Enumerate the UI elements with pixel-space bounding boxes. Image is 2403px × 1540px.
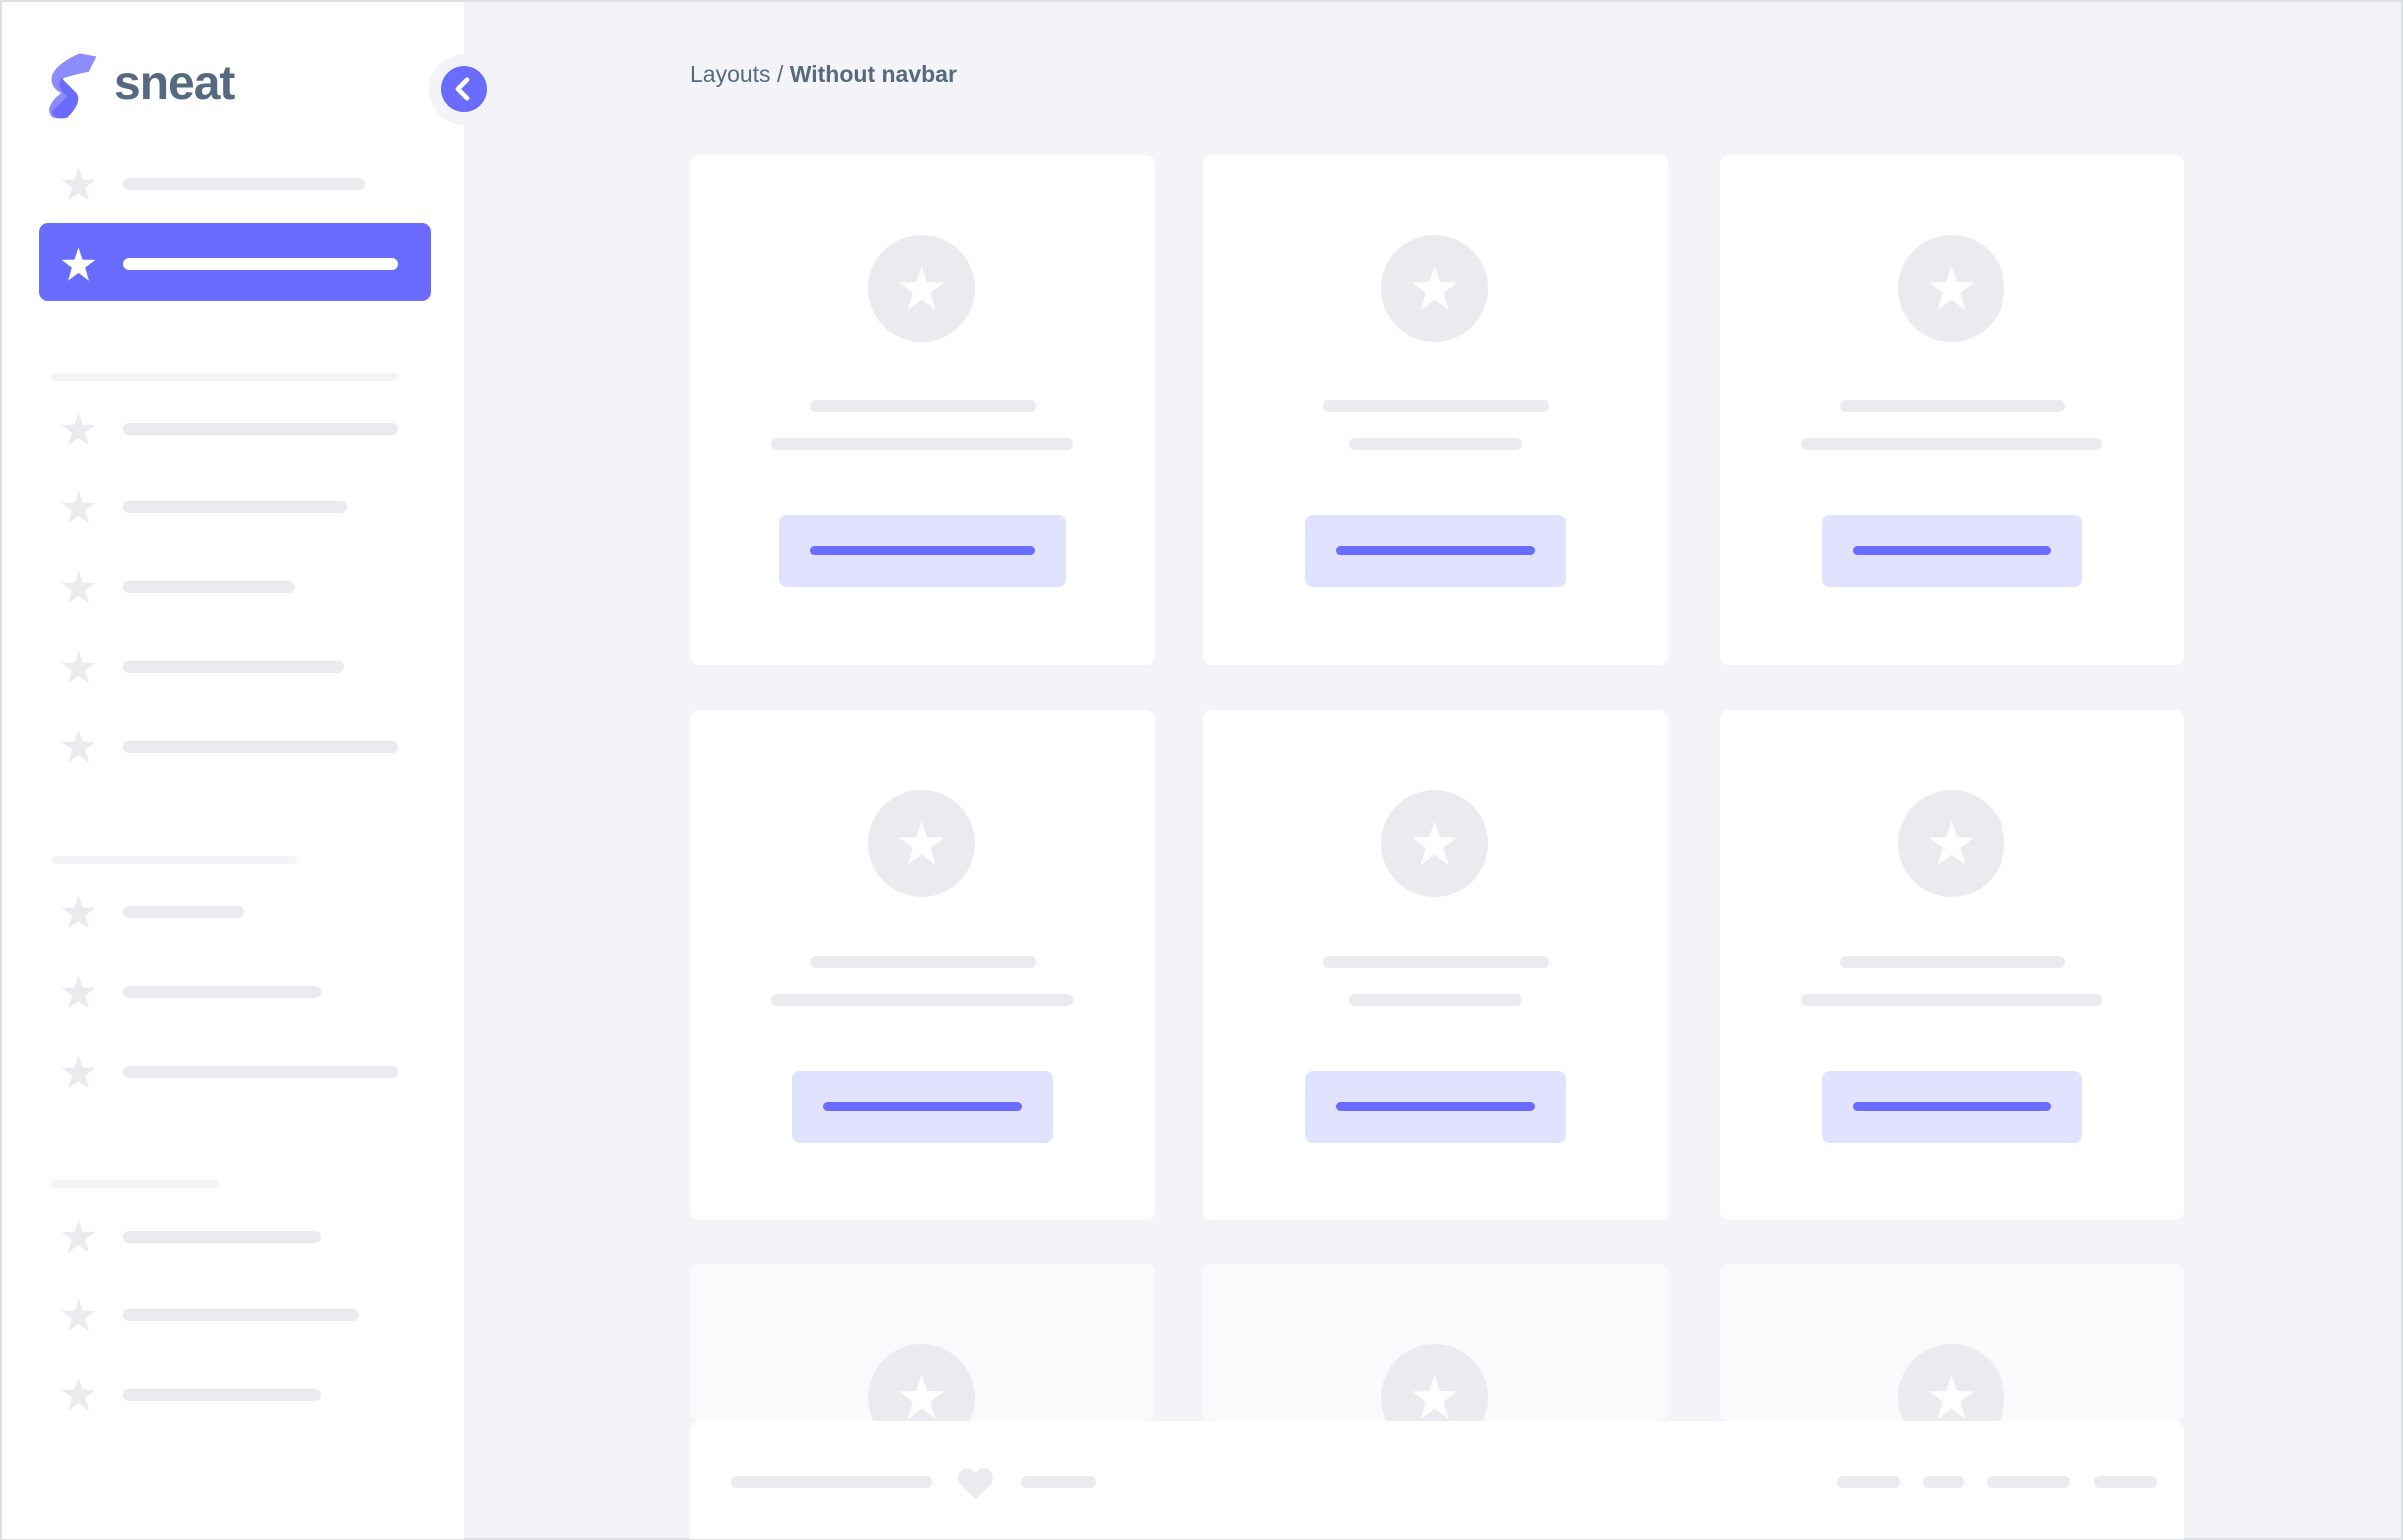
- card-button-label: [1853, 1102, 2051, 1111]
- star-icon: [1927, 819, 1976, 868]
- card-subtitle: [1349, 994, 1522, 1006]
- menu-item[interactable]: [123, 1309, 359, 1321]
- placeholder-card: [690, 1264, 1155, 1451]
- star-icon: [60, 1297, 97, 1334]
- menu-item-1[interactable]: [123, 178, 365, 190]
- card-title: [1323, 956, 1549, 968]
- card-subtitle: [1801, 438, 2102, 450]
- breadcrumb-current: Without navbar: [789, 61, 957, 87]
- star-icon: [1927, 264, 1976, 313]
- star-icon: [60, 166, 97, 203]
- card-button[interactable]: [1822, 515, 2082, 587]
- footer: [690, 1421, 2184, 1539]
- star-icon: [1927, 1373, 1976, 1422]
- card-subtitle: [1801, 994, 2102, 1006]
- card-subtitle: [771, 438, 1073, 450]
- menu-item-active-label: [123, 258, 398, 270]
- card-button[interactable]: [1305, 1071, 1566, 1143]
- star-icon: [1410, 819, 1459, 868]
- card-button-label: [823, 1102, 1022, 1111]
- card-button[interactable]: [792, 1071, 1053, 1143]
- star-icon: [60, 489, 97, 526]
- menu-item[interactable]: [123, 1389, 321, 1401]
- menu-item[interactable]: [123, 423, 398, 435]
- breadcrumb-parent[interactable]: Layouts: [690, 61, 771, 87]
- footer-text: [731, 1476, 932, 1488]
- star-icon: [60, 411, 97, 448]
- star-icon: [60, 1376, 97, 1413]
- card-button-label: [1336, 546, 1535, 555]
- menu-divider: [51, 856, 297, 864]
- menu-divider: [51, 1180, 218, 1188]
- card-avatar: [868, 790, 975, 897]
- footer-link[interactable]: [1021, 1476, 1096, 1488]
- star-icon: [60, 894, 97, 931]
- placeholder-card: [1203, 155, 1668, 665]
- placeholder-card: [1720, 155, 2184, 665]
- footer-link[interactable]: [1923, 1476, 1964, 1488]
- card-avatar: [1898, 790, 2004, 897]
- star-icon: [1410, 1373, 1459, 1422]
- star-icon: [60, 1054, 97, 1091]
- menu-item-active[interactable]: [39, 223, 431, 301]
- card-subtitle: [771, 994, 1073, 1006]
- card-title: [810, 400, 1036, 412]
- star-icon: [60, 569, 97, 606]
- menu-item[interactable]: [123, 741, 398, 753]
- star-icon: [60, 974, 97, 1011]
- card-button[interactable]: [1822, 1071, 2082, 1143]
- card-avatar: [1381, 790, 1488, 897]
- menu-divider: [51, 373, 399, 381]
- card-button[interactable]: [1305, 515, 1566, 587]
- card-button-label: [1336, 1102, 1535, 1111]
- menu-item[interactable]: [123, 661, 344, 673]
- card-title: [1323, 400, 1549, 412]
- star-icon: [60, 728, 97, 765]
- sidebar: sneat: [2, 2, 464, 1539]
- menu-item[interactable]: [123, 501, 347, 513]
- menu-item[interactable]: [123, 986, 321, 998]
- star-icon: [897, 264, 946, 313]
- brand-name[interactable]: sneat: [114, 57, 235, 110]
- card-title: [1840, 956, 2065, 968]
- menu-item[interactable]: [123, 1231, 321, 1243]
- menu-item[interactable]: [123, 1066, 398, 1078]
- menu-item[interactable]: [123, 906, 244, 918]
- footer-link[interactable]: [2094, 1476, 2157, 1488]
- breadcrumb: Layouts / Without navbar: [690, 63, 957, 86]
- card-title: [810, 956, 1036, 968]
- heart-icon: [957, 1467, 994, 1501]
- card-title: [1840, 400, 2065, 412]
- placeholder-card: [1203, 710, 1668, 1220]
- placeholder-card: [1203, 1264, 1668, 1451]
- chevron-left-icon: [455, 77, 470, 101]
- card-button-label: [1853, 546, 2051, 555]
- placeholder-card: [1720, 710, 2184, 1220]
- card-button[interactable]: [779, 515, 1066, 587]
- star-icon: [1410, 264, 1459, 313]
- placeholder-card: [1720, 1264, 2184, 1451]
- sidebar-toggle-button[interactable]: [441, 66, 487, 112]
- star-icon: [897, 819, 946, 868]
- star-icon: [897, 1373, 946, 1422]
- card-avatar: [1381, 235, 1488, 342]
- footer-link[interactable]: [1987, 1476, 2070, 1488]
- placeholder-card: [690, 710, 1155, 1220]
- footer-link[interactable]: [1837, 1476, 1900, 1488]
- placeholder-card: [690, 155, 1155, 665]
- star-icon: [60, 649, 97, 686]
- card-avatar: [868, 235, 975, 342]
- star-icon: [60, 1218, 97, 1255]
- card-subtitle: [1349, 438, 1522, 450]
- card-avatar: [1898, 235, 2004, 342]
- menu-item[interactable]: [123, 581, 295, 593]
- sneat-logo-icon: [46, 50, 101, 121]
- star-icon: [60, 246, 97, 283]
- card-button-label: [810, 546, 1035, 555]
- breadcrumb-separator: /: [770, 61, 790, 87]
